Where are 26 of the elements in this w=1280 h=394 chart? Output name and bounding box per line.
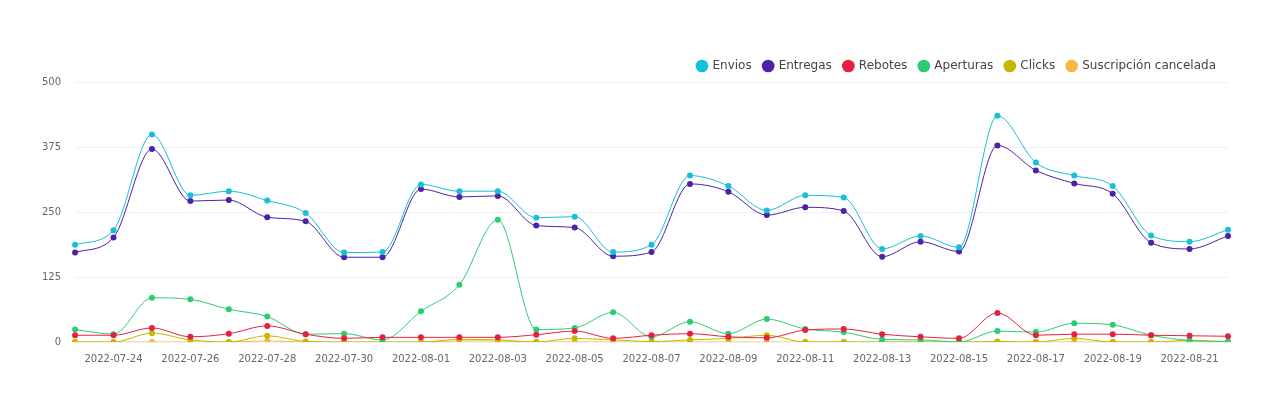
x-tick-label: 2022-07-30 [315, 352, 374, 364]
y-tick-label: 0 [54, 335, 62, 347]
x-tick-label: 2022-07-28 [238, 352, 297, 364]
x-tick-label: 2022-08-19 [1083, 352, 1142, 364]
x-tick-label: 2022-07-24 [84, 352, 143, 364]
x-tick-label: 2022-07-26 [161, 352, 220, 364]
x-tick-label: 2022-08-09 [699, 352, 758, 364]
x-tick-label: 2022-08-01 [391, 352, 451, 364]
x-tick-label: 2022-08-17 [1006, 352, 1065, 364]
y-tick-label: 125 [41, 270, 62, 282]
x-tick-label: 2022-08-07 [622, 352, 681, 364]
legend-label: Envios [712, 58, 752, 73]
x-tick-label: 2022-08-15 [929, 352, 989, 364]
x-tick-label: 2022-08-11 [776, 352, 835, 364]
x-tick-label: 2022-08-13 [853, 352, 912, 364]
x-tick-label: 2022-08-05 [545, 352, 604, 364]
y-tick-label: 500 [41, 75, 62, 87]
legend-label: Clicks [1020, 58, 1056, 73]
x-tick-label: 2022-08-03 [468, 352, 527, 364]
legend-label: Rebotes [858, 58, 908, 73]
y-tick-label: 375 [41, 140, 62, 152]
x-tick-label: 2022-08-21 [1160, 352, 1219, 364]
y-tick-label: 250 [41, 205, 62, 217]
legend-label: Suscripción cancelada [1082, 58, 1217, 73]
legend-label: Entregas [778, 58, 832, 73]
legend-label: Aperturas [934, 58, 994, 73]
